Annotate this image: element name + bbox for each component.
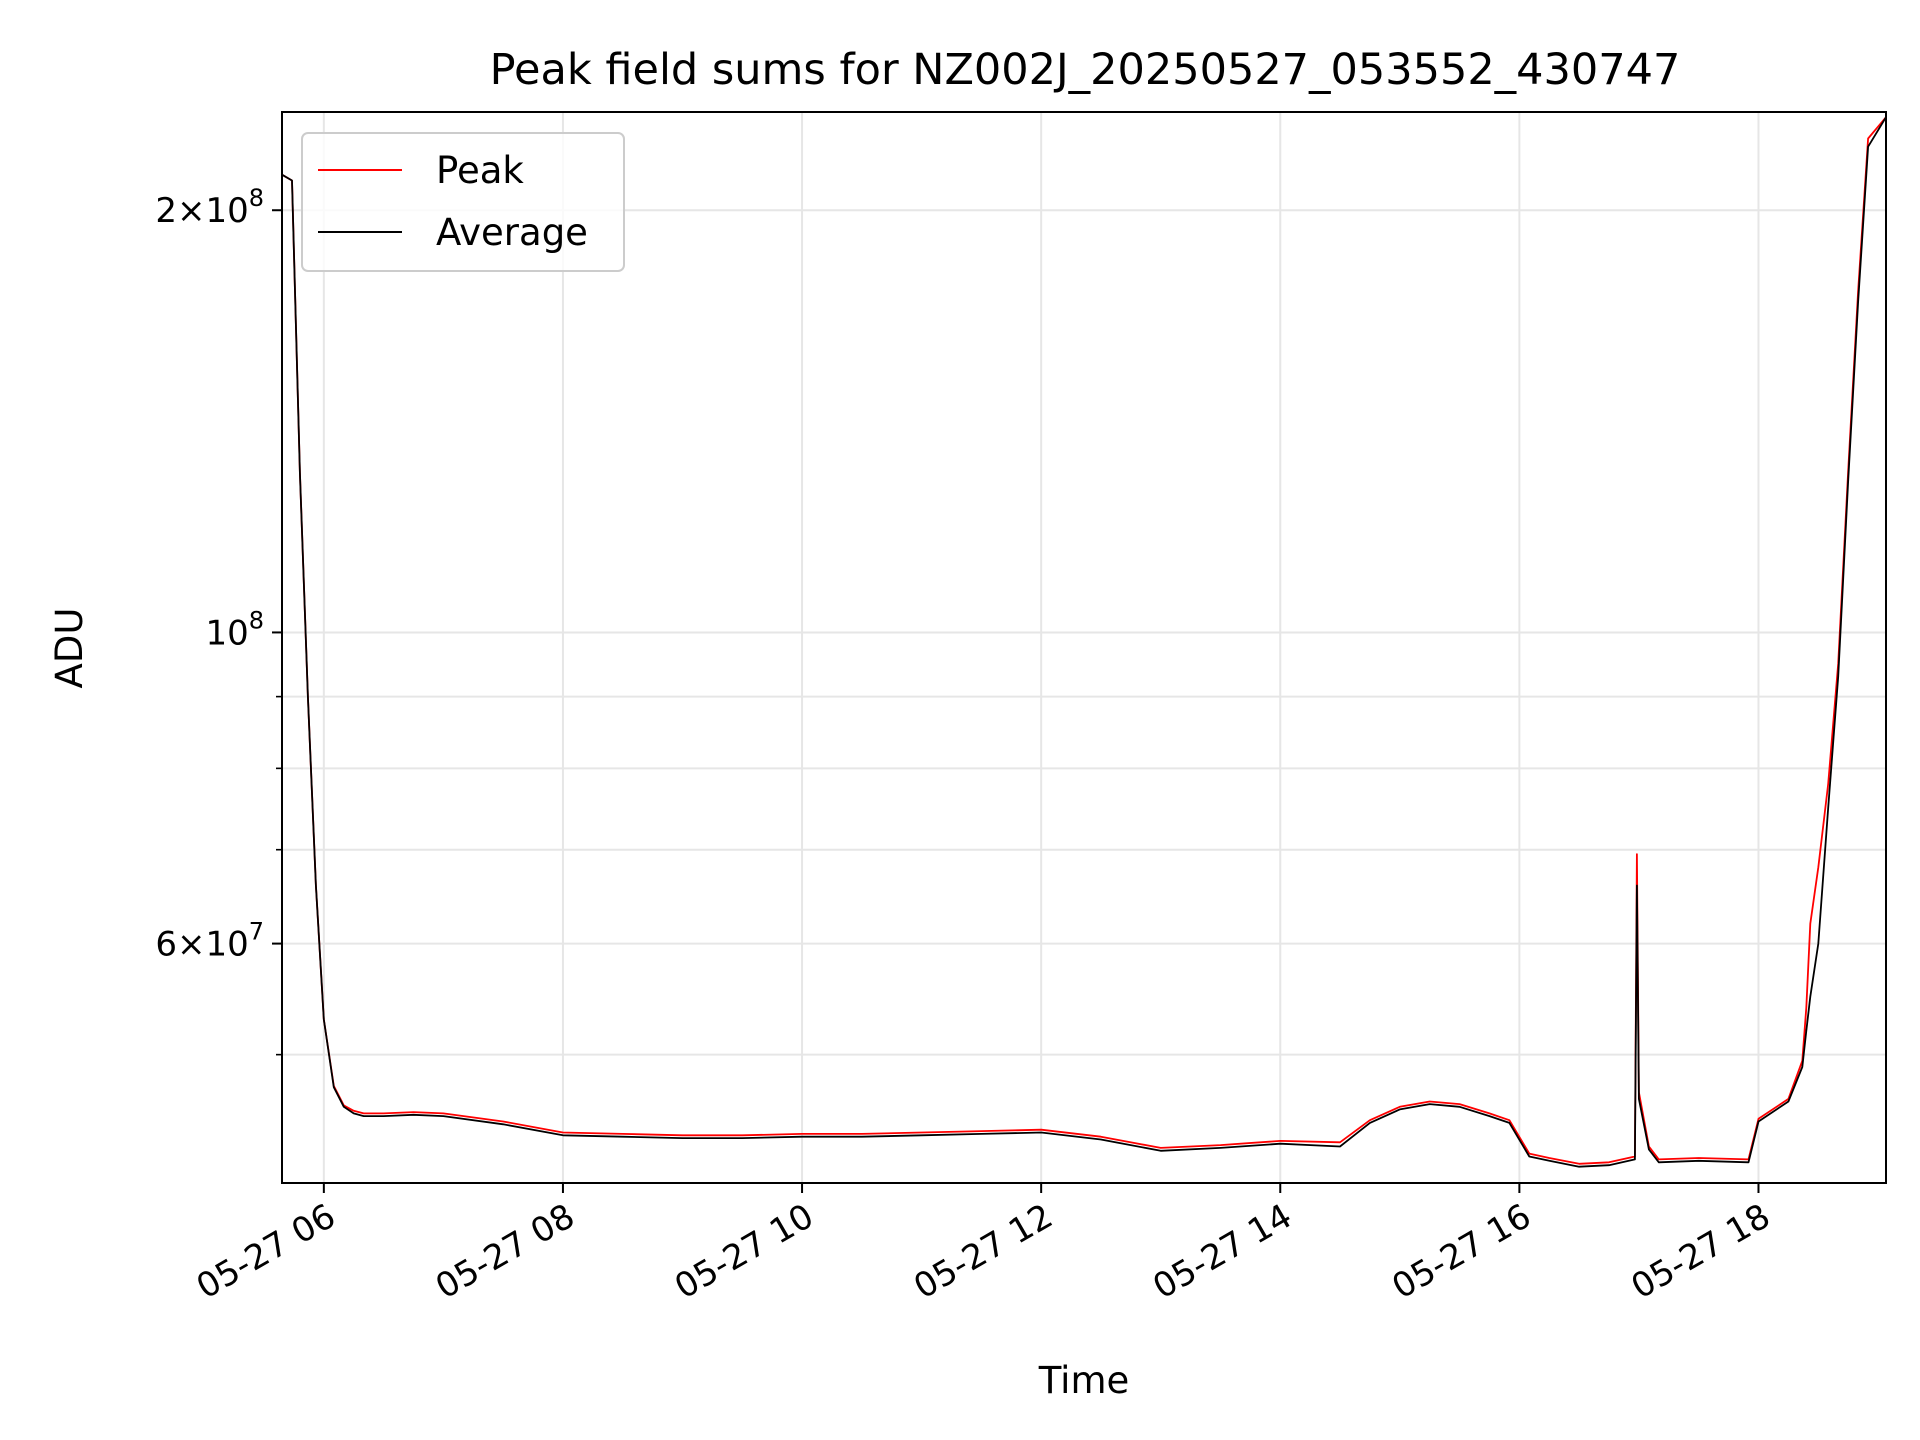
chart-title: Peak field sums for NZ002J_20250527_0535…	[490, 45, 1681, 95]
legend-box	[301, 132, 625, 272]
y-tick-base: 10	[205, 613, 248, 653]
y-tick-exponent: 7	[249, 918, 264, 946]
y-tick-label: 2×108	[155, 184, 264, 231]
y-tick-base: 6×10	[155, 925, 248, 965]
x-axis-label: Time	[1038, 1359, 1130, 1402]
plot-area	[282, 116, 1886, 1168]
series-line-average	[282, 116, 1886, 1168]
axes-frame	[281, 111, 1887, 1184]
y-axis-label: ADU	[48, 608, 91, 689]
legend: Peak Average	[301, 132, 625, 272]
series-line-peak	[282, 116, 1886, 1165]
y-tick-exponent: 8	[249, 184, 264, 212]
grid	[282, 112, 1886, 1183]
legend-label: Peak	[436, 149, 524, 192]
legend-label: Average	[436, 211, 588, 254]
y-tick-label: 108	[205, 606, 264, 653]
y-tick-exponent: 8	[249, 606, 264, 634]
y-tick-base: 2×10	[155, 191, 248, 231]
y-tick-label: 6×107	[155, 918, 264, 965]
